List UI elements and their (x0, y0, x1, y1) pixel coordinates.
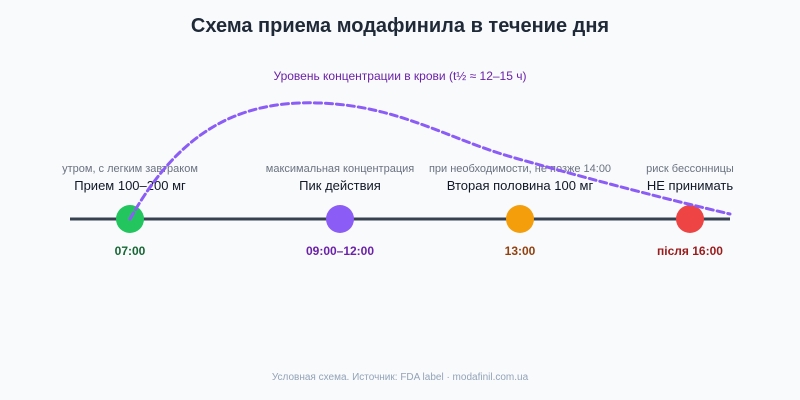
stage-time: 13:00 (505, 244, 536, 258)
timeline-stage-morning-dose: утром, с легким завтраком Прием 100–200 … (62, 163, 198, 258)
diagram-title: Схема приема модафинила в течение дня (191, 15, 609, 37)
stage-subtitle: утром, с легким завтраком (62, 163, 198, 175)
concentration-curve-label: Уровень концентрации в крови (t½ ≈ 12–15… (273, 69, 526, 83)
timeline-stage-peak-effect: максимальная концентрация Пик действия 0… (266, 163, 415, 258)
stage-marker-dot (506, 205, 534, 233)
stage-subtitle: максимальная концентрация (266, 163, 415, 175)
source-footnote: Условная схема. Источник: FDA label · mo… (272, 372, 529, 383)
timeline-stage-do-not-take: риск бессонницы НЕ принимать після 16:00 (646, 163, 734, 258)
stage-marker-dot (326, 205, 354, 233)
stage-subtitle: риск бессонницы (646, 163, 734, 175)
stage-time: після 16:00 (657, 244, 723, 258)
stage-marker-dot (676, 205, 704, 233)
stage-time: 09:00–12:00 (306, 244, 374, 258)
stage-time: 07:00 (115, 244, 146, 258)
stage-label: Прием 100–200 мг (74, 178, 186, 193)
concentration-curve (128, 101, 732, 221)
stage-label: Пик действия (299, 178, 381, 193)
stage-label: Вторая половина 100 мг (447, 178, 594, 193)
stage-subtitle: при необходимости, не позже 14:00 (429, 163, 611, 175)
stage-label: НЕ принимать (647, 178, 733, 193)
